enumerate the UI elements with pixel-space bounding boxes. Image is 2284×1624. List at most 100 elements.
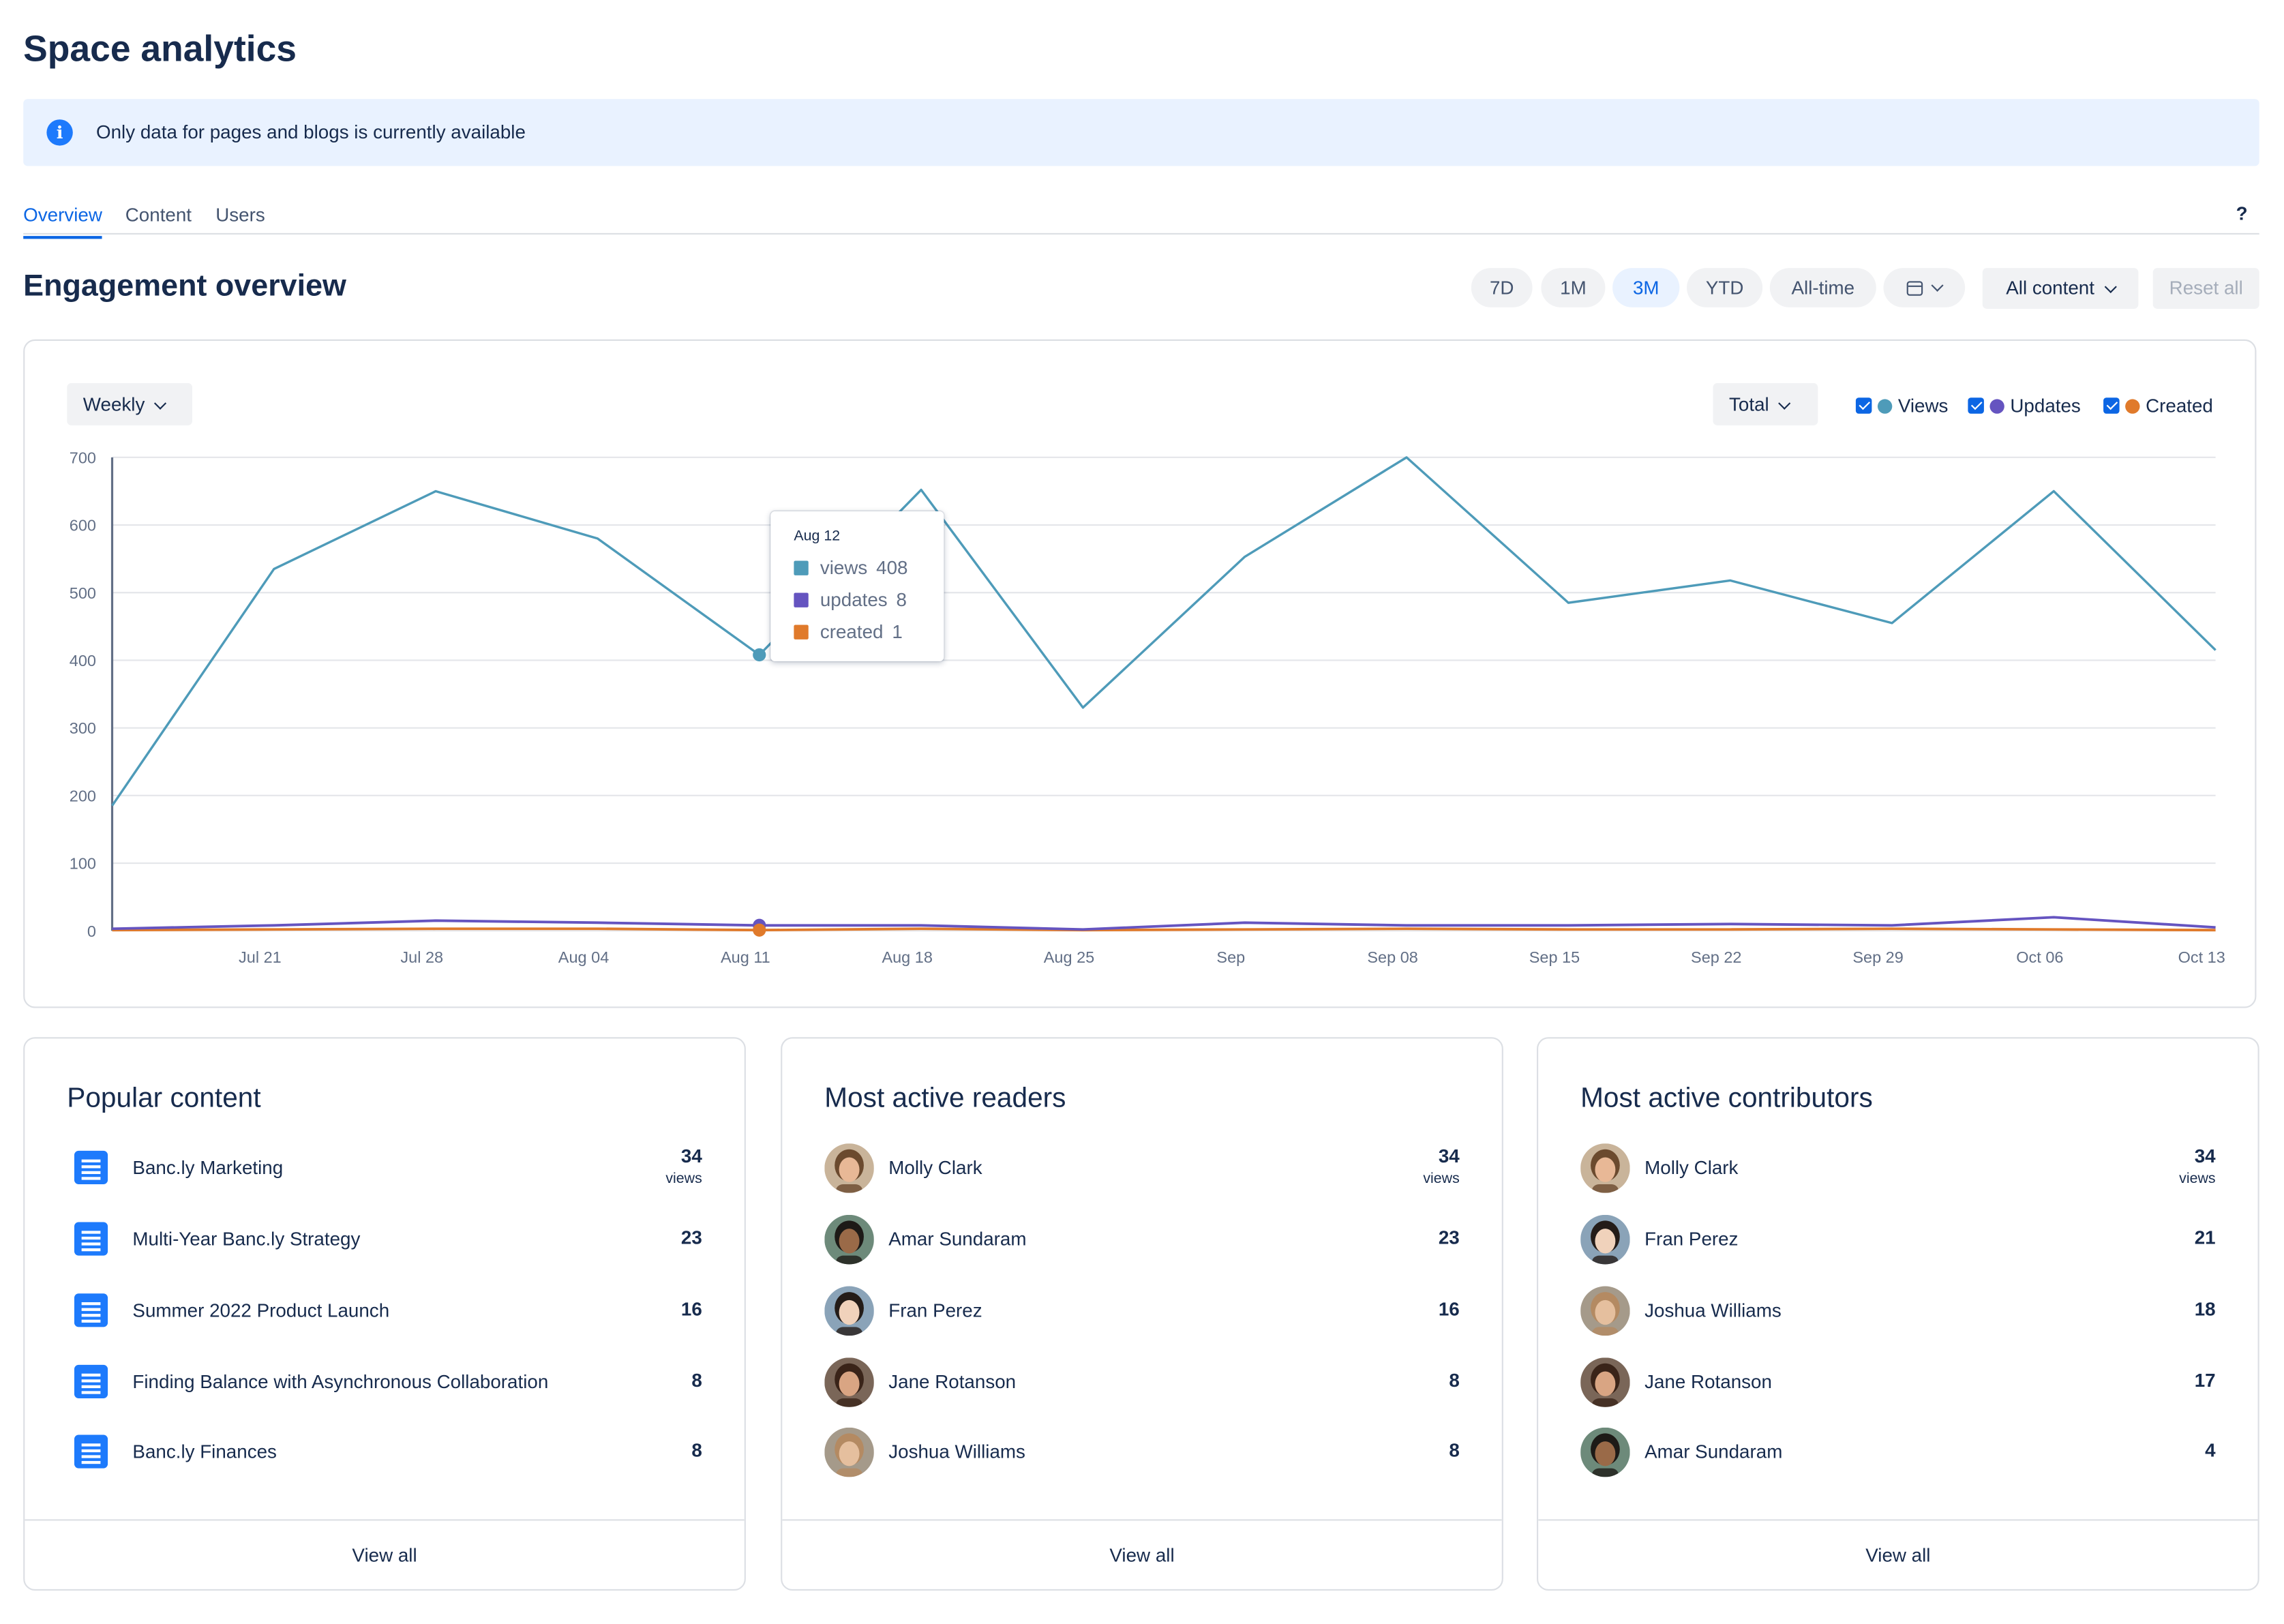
legend-views-swatch	[1877, 398, 1893, 413]
list-item[interactable]: Finding Balance with Asynchronous Collab…	[67, 1356, 702, 1409]
list-item[interactable]: Joshua Williams 8	[824, 1426, 1460, 1479]
x-tick-label: Aug 18	[882, 948, 932, 966]
granularity-dropdown[interactable]: Weekly	[67, 382, 193, 425]
help-icon[interactable]: ?	[2236, 202, 2248, 225]
range-7d-button[interactable]: 7D	[1471, 268, 1533, 307]
list-item[interactable]: Molly Clark 34 views	[1580, 1142, 2216, 1194]
avatar	[824, 1143, 874, 1193]
item-label: Fran Perez	[1644, 1228, 1739, 1250]
list-item[interactable]: Jane Rotanson 8	[824, 1356, 1460, 1409]
checkbox-checked-icon	[2103, 397, 2120, 414]
item-label: Finding Balance with Asynchronous Collab…	[132, 1370, 549, 1393]
x-tick-label: Oct 06	[2016, 948, 2063, 966]
tab-overview[interactable]: Overview	[23, 204, 103, 239]
y-tick-label: 400	[70, 652, 96, 670]
avatar	[1580, 1357, 1630, 1407]
item-label: Summer 2022 Product Launch	[132, 1299, 390, 1321]
series-line-views	[111, 456, 2217, 807]
avatar	[1580, 1427, 1630, 1477]
legend-views-toggle[interactable]: Views	[1855, 395, 1948, 417]
item-value: 34	[1438, 1145, 1460, 1167]
granularity-label: Weekly	[82, 393, 145, 415]
tooltip-updates-label: updates	[820, 588, 888, 611]
avatar	[824, 1427, 874, 1477]
x-tick-label: Sep 29	[1852, 948, 1903, 966]
list-item[interactable]: Fran Perez 16	[824, 1284, 1460, 1337]
content-filter-label: All content	[2006, 276, 2094, 299]
y-tick-label: 200	[70, 787, 96, 805]
tab-content[interactable]: Content	[125, 204, 192, 226]
item-value: 23	[680, 1226, 702, 1248]
list-item[interactable]: Molly Clark 34 views	[824, 1142, 1460, 1194]
range-3m-button[interactable]: 3M	[1612, 268, 1680, 307]
tooltip-updates-swatch	[794, 592, 809, 607]
legend-created-toggle[interactable]: Created	[2103, 395, 2213, 417]
item-value: 8	[691, 1369, 702, 1392]
y-tick-label: 500	[70, 584, 96, 602]
reset-all-button[interactable]: Reset all	[2152, 268, 2259, 309]
x-tick-label: Sep	[1216, 948, 1245, 966]
list-item[interactable]: Jane Rotanson 17	[1580, 1356, 2216, 1409]
tab-users[interactable]: Users	[215, 204, 265, 226]
popular-view-all-button[interactable]: View all	[25, 1519, 745, 1589]
engagement-chart-card: Weekly Total Views Updates Created	[23, 339, 2257, 1008]
tooltip-row-updates: updates 8	[794, 588, 907, 610]
item-value: 8	[1449, 1369, 1460, 1392]
list-item[interactable]: Multi-Year Banc.ly Strategy 23	[67, 1214, 702, 1266]
avatar	[1580, 1286, 1630, 1336]
item-value: 34	[2194, 1145, 2216, 1167]
readers-view-all-button[interactable]: View all	[782, 1519, 1502, 1589]
range-ytd-button[interactable]: YTD	[1687, 268, 1763, 307]
list-item[interactable]: Summer 2022 Product Launch 16	[67, 1284, 702, 1337]
most-active-readers-title: Most active readers	[824, 1083, 1066, 1115]
item-unit: views	[2179, 1171, 2216, 1188]
y-tick-label: 600	[70, 517, 96, 535]
item-unit: views	[665, 1171, 702, 1188]
item-label: Banc.ly Finances	[132, 1440, 277, 1463]
item-unit: views	[1423, 1171, 1460, 1188]
item-label: Amar Sundaram	[1644, 1440, 1783, 1463]
item-value: 21	[2194, 1226, 2216, 1248]
aggregation-dropdown[interactable]: Total	[1713, 382, 1818, 425]
content-filter-dropdown[interactable]: All content	[1982, 268, 2139, 309]
y-tick-label: 100	[70, 855, 96, 873]
info-icon: i	[46, 119, 73, 146]
list-item[interactable]: Banc.ly Marketing 34 views	[67, 1142, 702, 1194]
legend-updates-swatch	[1989, 398, 2004, 413]
item-value: 4	[2205, 1439, 2216, 1461]
tooltip-views-label: views	[820, 556, 868, 579]
item-label: Jane Rotanson	[1644, 1370, 1772, 1393]
tooltip-row-created: created 1	[794, 620, 903, 642]
list-item[interactable]: Joshua Williams 18	[1580, 1284, 2216, 1337]
range-1m-button[interactable]: 1M	[1541, 268, 1606, 307]
x-tick-label: Sep 08	[1367, 948, 1417, 966]
banner-message: Only data for pages and blogs is current…	[96, 121, 526, 143]
data-point-views	[753, 648, 766, 662]
calendar-icon	[1906, 280, 1923, 295]
item-value: 8	[1449, 1439, 1460, 1461]
tooltip-views-swatch	[794, 560, 809, 575]
item-value: 16	[680, 1297, 702, 1320]
most-active-contributors-title: Most active contributors	[1580, 1083, 1873, 1115]
item-label: Banc.ly Marketing	[132, 1156, 284, 1179]
list-item[interactable]: Banc.ly Finances 8	[67, 1426, 702, 1479]
contributors-view-all-button[interactable]: View all	[1538, 1519, 2258, 1589]
most-active-readers-card: Most active readers Molly Clark 34 views…	[781, 1037, 1503, 1591]
list-item[interactable]: Amar Sundaram 23	[824, 1214, 1460, 1266]
tooltip-date: Aug 12	[794, 528, 841, 545]
range-all-time-button[interactable]: All-time	[1769, 268, 1876, 307]
legend-updates-toggle[interactable]: Updates	[1968, 395, 2081, 417]
item-value: 17	[2194, 1369, 2216, 1392]
avatar	[824, 1214, 874, 1265]
avatar	[1580, 1214, 1630, 1265]
item-label: Molly Clark	[888, 1156, 982, 1179]
y-tick-label: 300	[70, 719, 96, 737]
list-item[interactable]: Amar Sundaram 4	[1580, 1426, 2216, 1479]
item-value: 16	[1438, 1297, 1460, 1320]
date-picker-button[interactable]	[1883, 268, 1966, 307]
legend-created-swatch	[2125, 398, 2140, 413]
list-item[interactable]: Fran Perez 21	[1580, 1214, 2216, 1266]
item-value: 8	[691, 1439, 702, 1461]
tooltip-updates-value: 8	[896, 588, 907, 611]
x-tick-label: Aug 11	[721, 948, 770, 966]
